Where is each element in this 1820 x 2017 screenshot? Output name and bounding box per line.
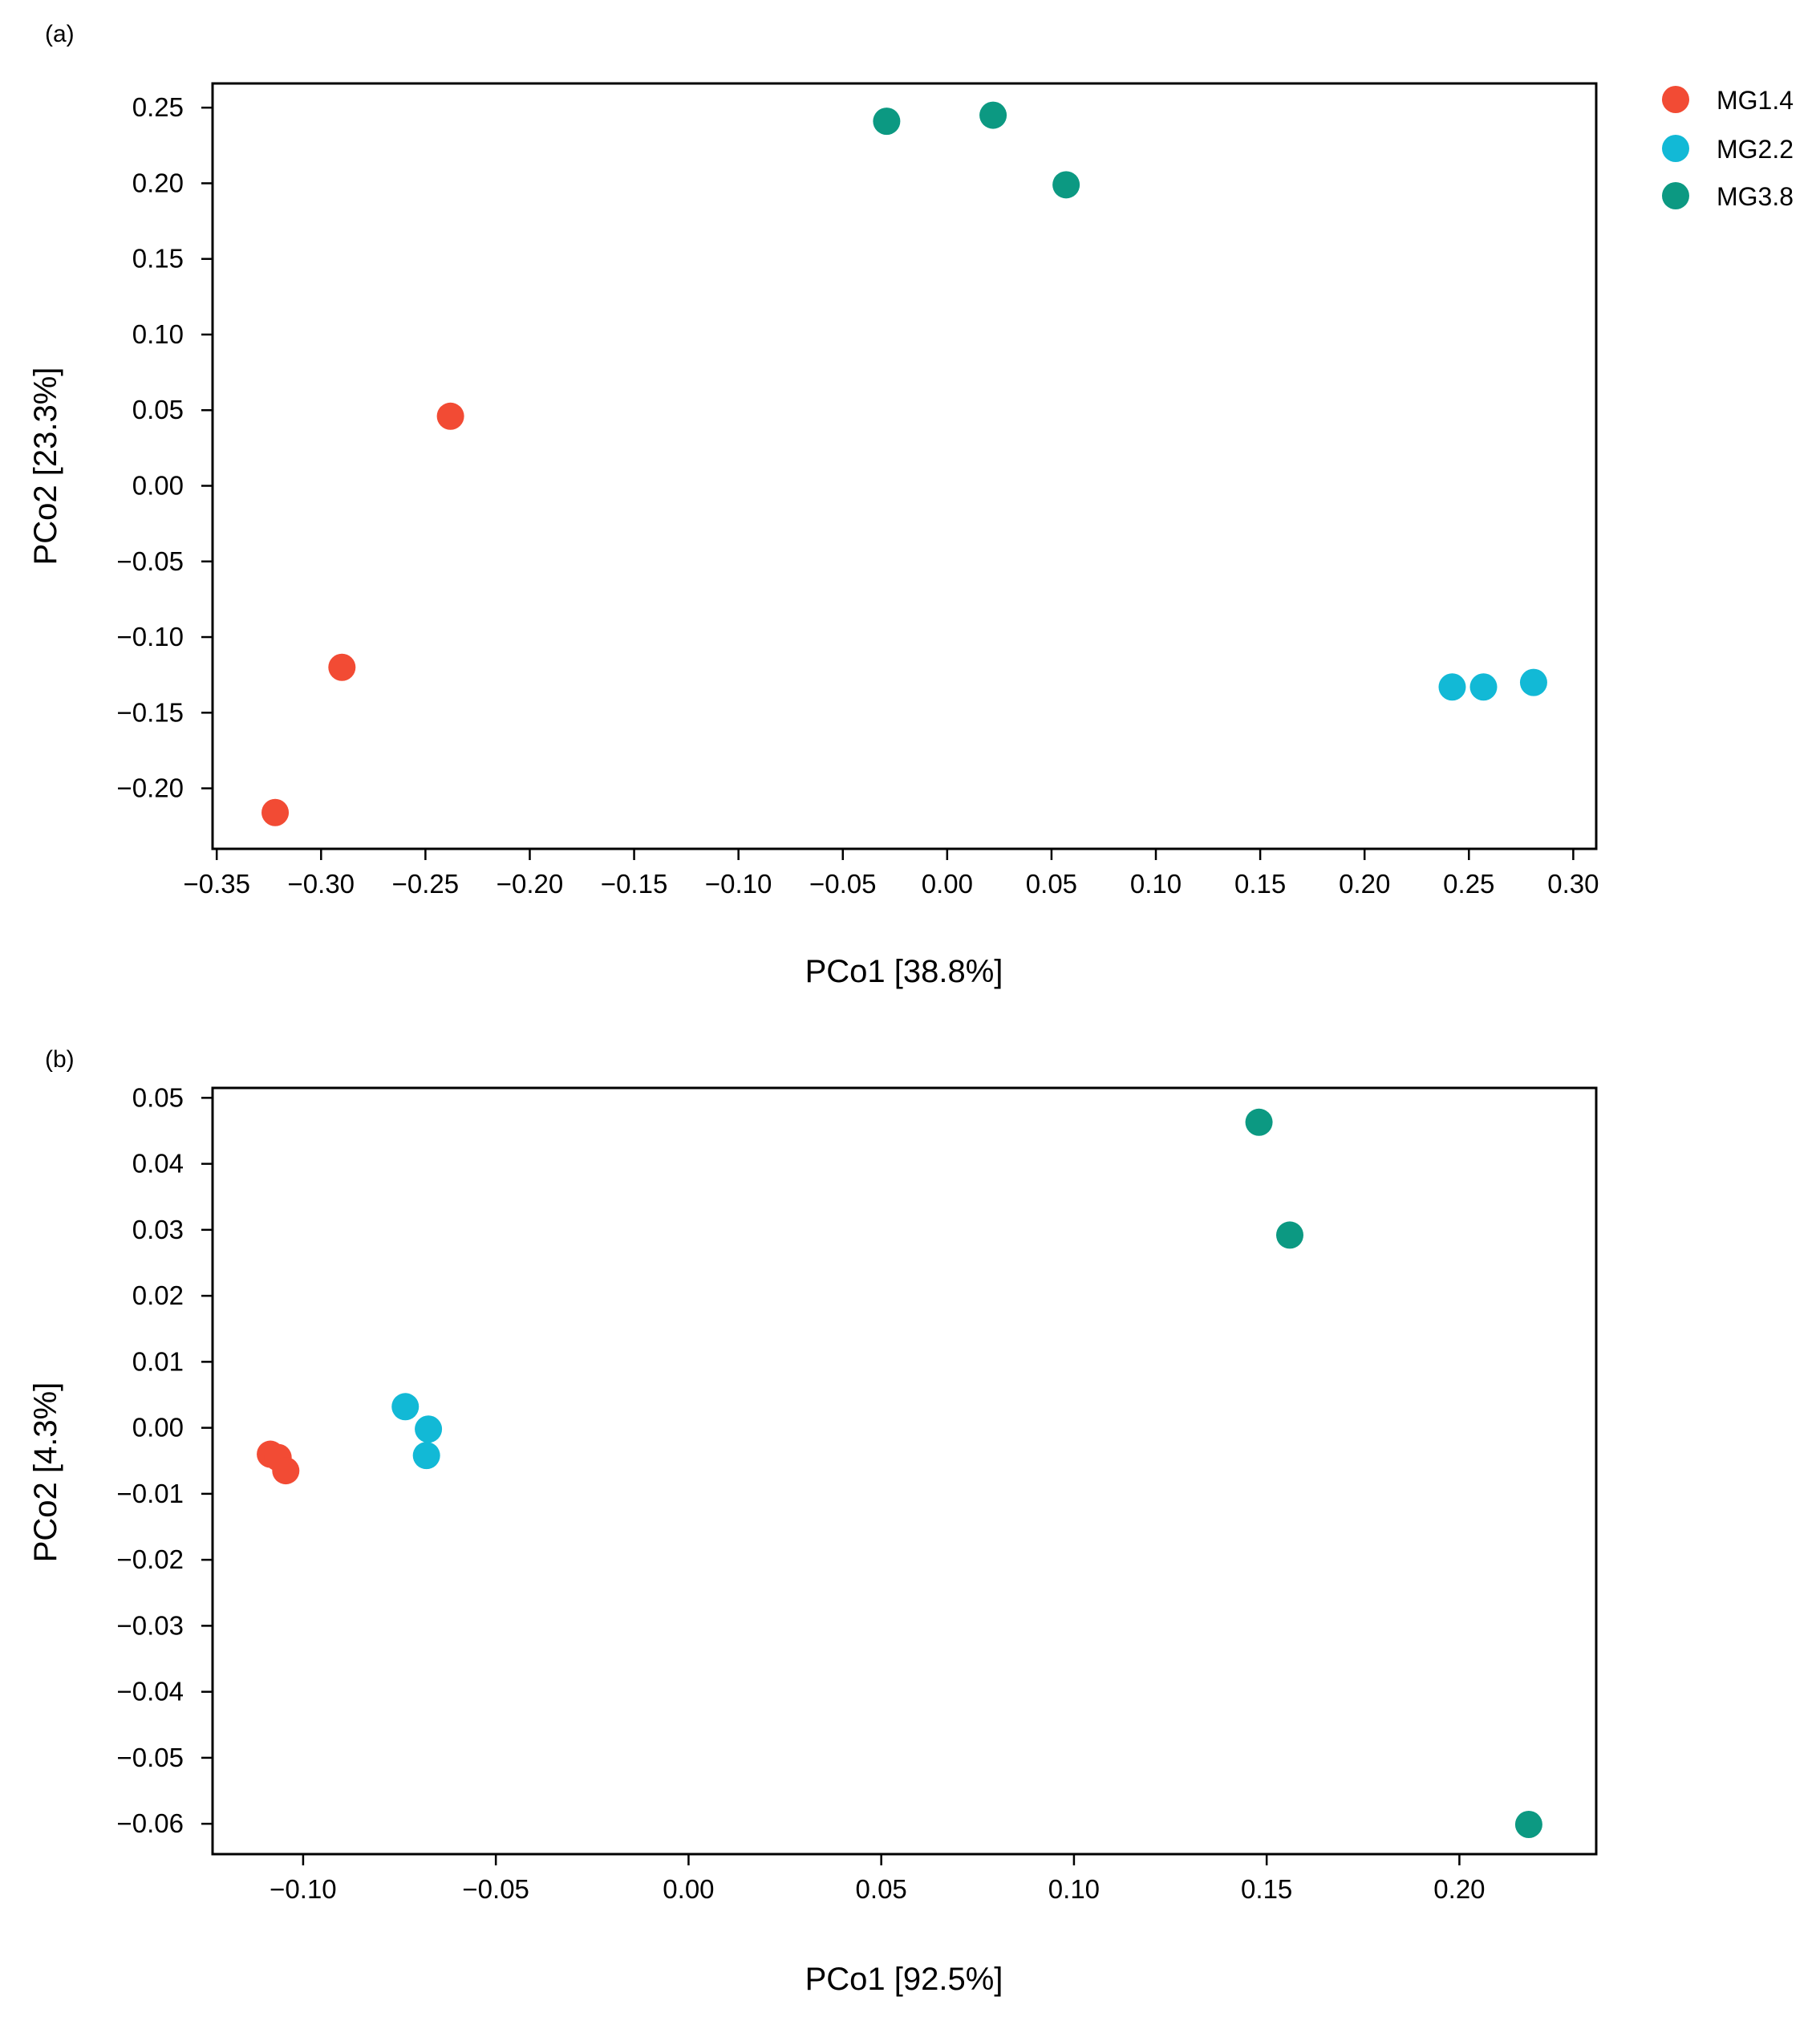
- panel-b-y-tick-label: 0.05: [132, 1082, 184, 1112]
- panel-b-point-mg2-2: [391, 1393, 420, 1421]
- panel-a-y-tick-label: 0.10: [132, 319, 184, 349]
- panel-a-point-mg1-4: [436, 402, 464, 430]
- panel-a-x-tick-label: 0.10: [1130, 869, 1182, 899]
- panel-a-y-tick-label: 0.05: [132, 395, 184, 424]
- panel-b-points: [257, 1108, 1542, 1838]
- panel-b-x-tick-label: −0.05: [462, 1874, 529, 1904]
- legend-label-mg2-2: MG2.2: [1717, 135, 1794, 164]
- panel-a-y-tick-label: −0.20: [117, 773, 184, 803]
- panel-a-y-tick-label: 0.15: [132, 244, 184, 274]
- panel-b-point-mg3-8: [1245, 1108, 1273, 1136]
- panel-b-y-tick-label: 0.01: [132, 1346, 184, 1376]
- panel-b-y-tick-label: −0.04: [117, 1677, 184, 1707]
- panel-a-x-tick-label: 0.20: [1339, 869, 1390, 899]
- panel-a-x-tick-label: −0.25: [392, 869, 460, 899]
- panel-b-x-tick-label: 0.10: [1048, 1874, 1100, 1904]
- panel-a-point-mg2-2: [1438, 673, 1466, 701]
- panel-a-y-tick-label: −0.15: [117, 697, 184, 727]
- panel-b-y-tick-label: 0.03: [132, 1215, 184, 1244]
- panel-a-x-axis: −0.35 −0.30 −0.25 −0.20 −0.15 −0.10 −0.05 0.00 0…: [183, 849, 1599, 899]
- panel-a-x-tick-label: −0.10: [705, 869, 772, 899]
- panel-a: (a) −0.35 −0.30 −0.25 −0.20 −0.15 −0.10 −0.05 0…: [28, 21, 1599, 989]
- panel-b-x-tick-label: 0.05: [856, 1874, 907, 1904]
- panel-a-y-tick-label: −0.05: [117, 546, 184, 576]
- panel-a-point-mg1-4: [328, 653, 356, 681]
- panel-a-point-mg3-8: [979, 101, 1007, 129]
- panel-b-y-tick-label: −0.03: [117, 1610, 184, 1640]
- panel-b-y-tick-label: 0.00: [132, 1413, 184, 1443]
- panel-a-y-axis: 0.25 0.20 0.15 0.10 0.05 0.00 −0.05 −0.10 −0.15 −…: [117, 92, 213, 803]
- panel-b-y-tick-label: 0.04: [132, 1149, 184, 1179]
- panel-a-x-tick-label: 0.30: [1547, 869, 1599, 899]
- panel-b-y-tick-label: −0.06: [117, 1808, 184, 1838]
- panel-a-point-mg2-2: [1469, 673, 1498, 701]
- panel-a-point-mg3-8: [1052, 171, 1080, 199]
- panel-b-tag: (b): [45, 1046, 75, 1073]
- panel-a-x-tick-label: 0.15: [1234, 869, 1286, 899]
- panel-b-y-axis: 0.05 0.04 0.03 0.02 0.01 0.00 −0.01 −0.02 −0.03 −…: [117, 1082, 213, 1838]
- panel-a-points: [261, 101, 1547, 826]
- panel-b-y-tick-label: −0.01: [117, 1479, 184, 1508]
- panel-a-x-tick-label: −0.20: [497, 869, 564, 899]
- panel-b-y-tick-label: −0.02: [117, 1544, 184, 1574]
- panel-a-y-tick-label: 0.25: [132, 92, 184, 122]
- panel-b-plot-frame: [211, 1086, 1598, 1856]
- panel-b: (b) −0.10 −0.05 0.00 0.05 0.10 0.15 0.20 0.050…: [28, 1046, 1598, 1997]
- panel-b-point-mg2-2: [415, 1415, 443, 1443]
- panel-a-y-tick-label: 0.00: [132, 471, 184, 501]
- panel-b-x-axis-title: PCo1 [92.5%]: [805, 1962, 1003, 1997]
- panel-a-x-tick-label: 0.00: [922, 869, 973, 899]
- panel-b-x-axis: −0.10 −0.05 0.00 0.05 0.10 0.15 0.20: [270, 1854, 1486, 1904]
- panel-b-point-mg3-8: [1276, 1221, 1304, 1249]
- panel-a-x-tick-label: −0.30: [288, 869, 355, 899]
- legend-marker-mg3-8: [1662, 182, 1689, 209]
- panel-a-point-mg1-4: [261, 798, 290, 826]
- panel-a-x-tick-label: −0.05: [809, 869, 877, 899]
- panel-b-x-tick-label: 0.20: [1433, 1874, 1485, 1904]
- panel-b-y-axis-title: PCo2 [4.3%]: [28, 1382, 63, 1563]
- legend-marker-mg2-2: [1662, 135, 1689, 162]
- panel-b-y-tick-label: −0.05: [117, 1743, 184, 1772]
- panel-a-x-tick-label: 0.05: [1026, 869, 1077, 899]
- panel-a-y-tick-label: 0.20: [132, 168, 184, 197]
- panel-a-plot-frame: [211, 82, 1598, 850]
- panel-b-x-tick-label: −0.10: [270, 1874, 337, 1904]
- panel-a-y-tick-label: −0.10: [117, 622, 184, 651]
- panel-a-y-axis-title: PCo2 [23.3%]: [28, 367, 63, 566]
- panel-b-x-tick-label: 0.00: [663, 1874, 714, 1904]
- legend-label-mg1-4: MG1.4: [1717, 86, 1794, 115]
- panel-a-x-tick-label: −0.35: [183, 869, 250, 899]
- legend-label-mg3-8: MG3.8: [1717, 182, 1794, 211]
- legend: MG1.4 MG2.2 MG3.8: [1662, 86, 1794, 211]
- panel-b-y-tick-label: 0.02: [132, 1280, 184, 1310]
- panel-b-point-mg3-8: [1514, 1810, 1542, 1838]
- panel-b-x-tick-label: 0.15: [1241, 1874, 1292, 1904]
- panel-a-point-mg2-2: [1519, 668, 1547, 696]
- panel-a-point-mg3-8: [873, 108, 901, 136]
- panel-a-x-axis-title: PCo1 [38.8%]: [805, 954, 1003, 989]
- legend-marker-mg1-4: [1662, 86, 1689, 113]
- panel-a-x-tick-label: −0.15: [601, 869, 668, 899]
- panel-b-point-mg2-2: [412, 1442, 440, 1470]
- panel-b-point-mg1-4: [272, 1457, 300, 1485]
- panel-a-x-tick-label: 0.25: [1443, 869, 1494, 899]
- panel-a-tag: (a): [45, 21, 75, 47]
